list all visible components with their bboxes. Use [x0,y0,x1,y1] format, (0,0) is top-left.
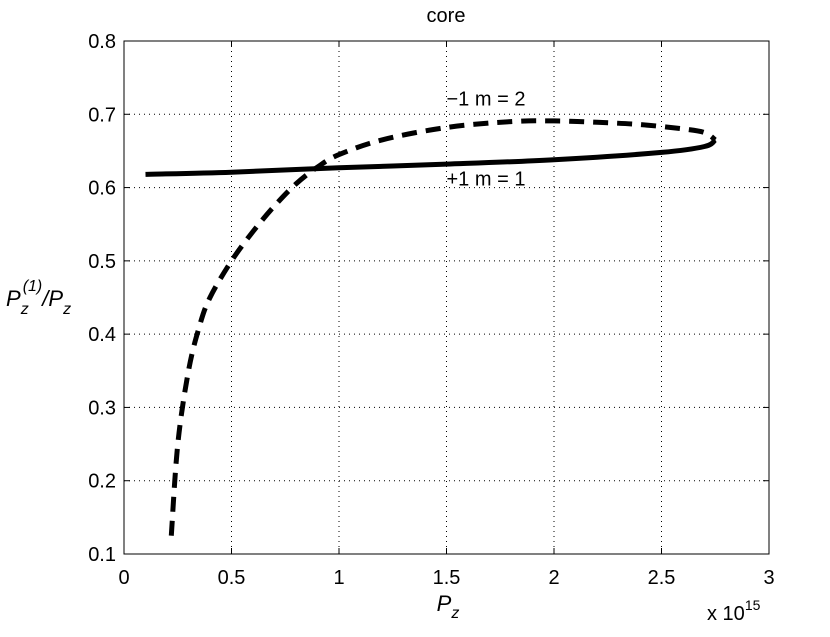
y-axis-label: Pz(1)/Pz [6,278,71,318]
y-tick-label: 0.3 [88,397,116,419]
x-tick-label: 3 [763,567,774,589]
x-tick-label: 2.5 [648,567,676,589]
x-tick-label: 2 [548,567,559,589]
y-tick-label: 0.5 [88,251,116,273]
x-multiplier-exp: 15 [745,597,761,613]
y-label-num-sub: z [20,301,29,318]
curve-annotation: −1 m = 2 [447,88,526,110]
x-axis-label-sub: z [450,605,459,622]
x-axis-multiplier: x 1015 [707,597,761,625]
y-label-den-main: P [48,286,63,311]
y-tick-label: 0.4 [88,324,116,346]
x-tick-label: 1 [333,567,344,589]
grid-layer [124,41,769,554]
curve-annotation: +1 m = 1 [447,168,526,190]
x-axis-label: Pz [437,591,460,622]
solid-series-line [145,137,717,177]
y-label-slash: / [40,286,50,311]
y-label-num-sup: (1) [23,278,43,295]
y-tick-label: 0.1 [88,544,116,566]
chart-title: core [427,5,466,27]
x-multiplier-base: x 10 [707,603,745,625]
y-tick-label: 0.7 [88,104,116,126]
y-label-den-sub: z [62,301,71,318]
x-tick-label: 0.5 [218,567,246,589]
series-layer [145,118,717,536]
x-tick-label: 0 [118,567,129,589]
dashed-series-line [168,118,717,536]
y-tick-label: 0.8 [88,31,116,53]
annotation-layer: −1 m = 2 +1 m = 1 [447,88,526,190]
x-tick-label: 1.5 [433,567,461,589]
x-axis-label-main: P [437,591,452,616]
y-tick-label: 0.6 [88,178,116,200]
y-label-num-main: P [6,286,21,311]
y-tick-label: 0.2 [88,471,116,493]
ticks-layer: 0 0.5 1 1.5 2 2.5 3 0.1 0.2 0.3 0.4 0.5 0.6 0.7 0.8 [88,31,774,589]
